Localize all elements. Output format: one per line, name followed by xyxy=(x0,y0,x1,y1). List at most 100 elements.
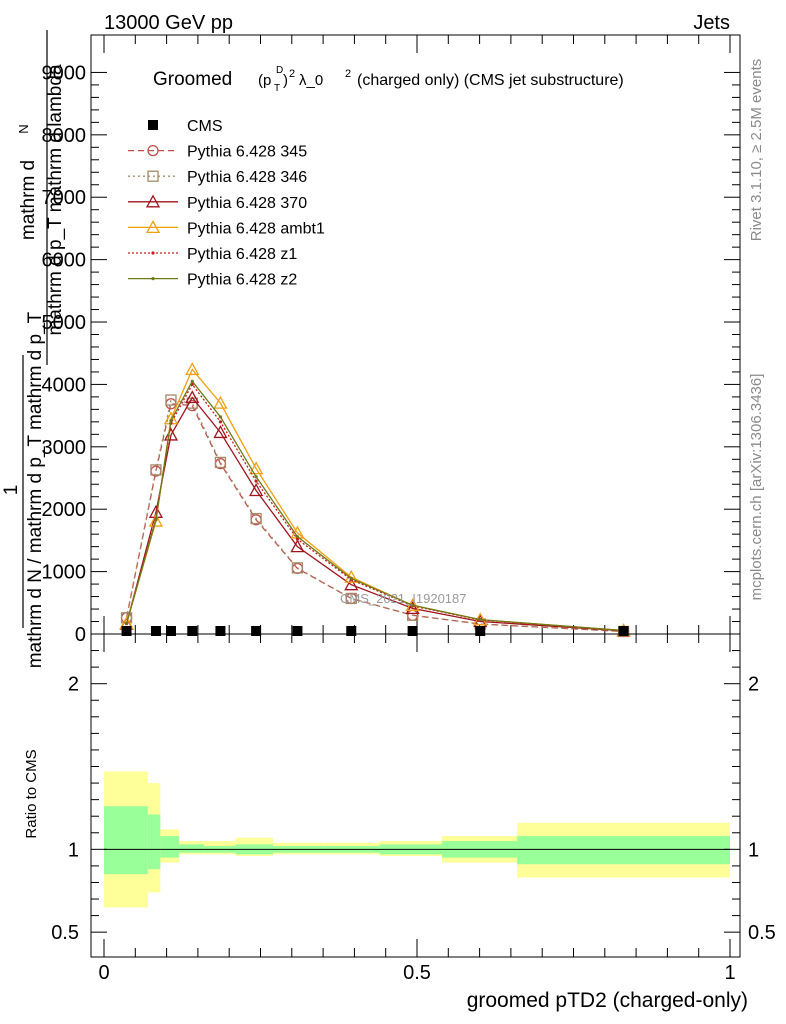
rivet-label: Rivet 3.1.10, ≥ 2.5M events xyxy=(748,59,765,242)
energy-label: 13000 GeV pp xyxy=(104,12,233,34)
series-point-1 xyxy=(165,394,177,406)
series-point-3 xyxy=(249,461,264,475)
series-point-2 xyxy=(405,601,420,615)
ratio-y-tick-label: 0.5 xyxy=(51,922,79,944)
main-y-tick-label: 1000 xyxy=(42,562,87,584)
cms-data-point xyxy=(165,626,176,636)
series-point-5 xyxy=(190,379,194,383)
legend: CMS Pythia 6.428 345 Pythia 6.428 346 Pythi… xyxy=(128,118,325,289)
main-y-tick-label: 3000 xyxy=(42,437,87,459)
svg-text:): ) xyxy=(283,72,288,89)
main-plot-area xyxy=(119,362,631,638)
main-y-tick-label: 4000 xyxy=(42,374,87,396)
plot-title: Groomed (p T D ) 2 λ_0 2 (charged only) … xyxy=(153,65,624,94)
series-point-5 xyxy=(478,618,482,622)
x-tick-label: 0 xyxy=(98,962,109,984)
series-line-2 xyxy=(125,396,624,632)
ratio-inner-band xyxy=(147,814,161,870)
main-y-label: mathrm d N mathrm d p_T mathrm d lambda … xyxy=(1,30,66,668)
ratio-inner-band xyxy=(160,836,180,858)
svg-text:2: 2 xyxy=(345,68,351,80)
legend-label: Pythia 6.428 370 xyxy=(187,195,307,212)
x-axis-title: groomed pTD2 (charged-only) xyxy=(467,989,748,1012)
x-tick-label: 0.5 xyxy=(403,962,431,984)
ratio-y-tick-label-right: 2 xyxy=(748,674,759,696)
series-point-2 xyxy=(185,390,200,404)
legend-marker xyxy=(145,220,161,234)
series-point-5 xyxy=(218,415,223,419)
main-y-tick-label: 9000 xyxy=(42,62,87,84)
svg-text:(p: (p xyxy=(258,72,271,89)
main-axis-ticks: 0 1000 2000 3000 4000 5000 6000 7000 8000 9000 xyxy=(42,35,740,646)
svg-text:2: 2 xyxy=(289,68,295,80)
y-label-numerator: mathrm d xyxy=(18,160,39,240)
svg-text:D: D xyxy=(276,65,283,76)
main-y-tick-label: 8000 xyxy=(42,125,87,147)
y-label-prefix-denominator: mathrm d N / mathrm d p_T mathrm d p_T xyxy=(25,311,46,668)
x-axis-labels: 0 0.5 1 xyxy=(98,962,735,984)
cms-data-point xyxy=(215,626,226,636)
ratio-y-tick-label: 2 xyxy=(68,674,79,696)
series-point-3 xyxy=(213,395,228,409)
legend-label: Pythia 6.428 345 xyxy=(187,144,307,161)
series-point-5 xyxy=(295,535,300,539)
ratio-inner-band xyxy=(517,836,730,865)
ratio-axis-ticks: 0.5 0.5 1 1 2 2 xyxy=(51,634,776,957)
series-point-2 xyxy=(290,539,305,553)
main-y-tick-label: 5000 xyxy=(42,312,87,334)
ratio-y-tick-label-right: 1 xyxy=(748,839,759,861)
svg-text:Groomed: Groomed xyxy=(153,69,232,90)
analysis-watermark: CMS_2021_I1920187 xyxy=(340,591,467,606)
cms-data-point xyxy=(251,626,262,636)
svg-text:T: T xyxy=(274,83,280,94)
legend-marker xyxy=(147,144,159,157)
mcplots-label: mcplots.cern.ch [arXiv:1306.3436] xyxy=(748,374,765,601)
main-y-tick-label: 0 xyxy=(75,624,86,646)
series-point-2 xyxy=(249,483,264,497)
legend-marker xyxy=(151,277,155,281)
series-point-1 xyxy=(291,562,304,574)
series-point-1 xyxy=(150,464,162,476)
series-point-4 xyxy=(218,420,223,424)
cms-data-point xyxy=(187,626,198,636)
ratio-y-tick-label: 1 xyxy=(68,839,79,861)
cms-data-point xyxy=(121,626,132,636)
series-point-1 xyxy=(345,592,357,605)
y-label-numerator-sub: N xyxy=(16,124,31,133)
cms-data-point xyxy=(150,626,161,636)
legend-marker xyxy=(148,120,158,130)
legend-marker xyxy=(145,194,161,208)
title-rest: (charged only) (CMS jet substructure) xyxy=(357,72,624,89)
legend-marker xyxy=(151,251,155,255)
series-line-1 xyxy=(125,399,624,633)
legend-label: Pythia 6.428 ambt1 xyxy=(187,220,325,237)
series-point-5 xyxy=(154,518,158,522)
series-point-5 xyxy=(169,419,173,423)
legend-label: Pythia 6.428 346 xyxy=(187,169,307,186)
series-point-2 xyxy=(344,577,359,591)
series-point-2 xyxy=(213,425,228,439)
legend-label: Pythia 6.428 z2 xyxy=(187,272,297,289)
cms-data-point xyxy=(346,626,357,636)
main-y-tick-label: 7000 xyxy=(42,187,87,209)
series-point-3 xyxy=(185,362,200,376)
cms-data-point xyxy=(292,626,303,636)
cms-data-point xyxy=(475,626,486,636)
title-prefix: Groomed xyxy=(153,69,232,90)
series-point-3 xyxy=(148,513,164,527)
main-y-tick-label: 6000 xyxy=(42,250,87,272)
cms-data-point xyxy=(618,626,629,636)
ratio-panel xyxy=(90,633,741,958)
legend-marker xyxy=(147,170,159,182)
legend-label: CMS xyxy=(187,118,223,135)
ratio-inner-band xyxy=(104,806,148,875)
process-label: Jets xyxy=(693,12,730,34)
cms-data-point xyxy=(407,626,418,636)
series-point-5 xyxy=(349,576,353,581)
series-point-4 xyxy=(295,537,300,541)
series-point-5 xyxy=(124,621,129,625)
main-y-tick-label: 2000 xyxy=(42,499,87,521)
series-point-5 xyxy=(254,475,258,479)
legend-label: Pythia 6.428 z1 xyxy=(187,246,297,263)
y-label-prefix: 1 xyxy=(1,485,22,496)
